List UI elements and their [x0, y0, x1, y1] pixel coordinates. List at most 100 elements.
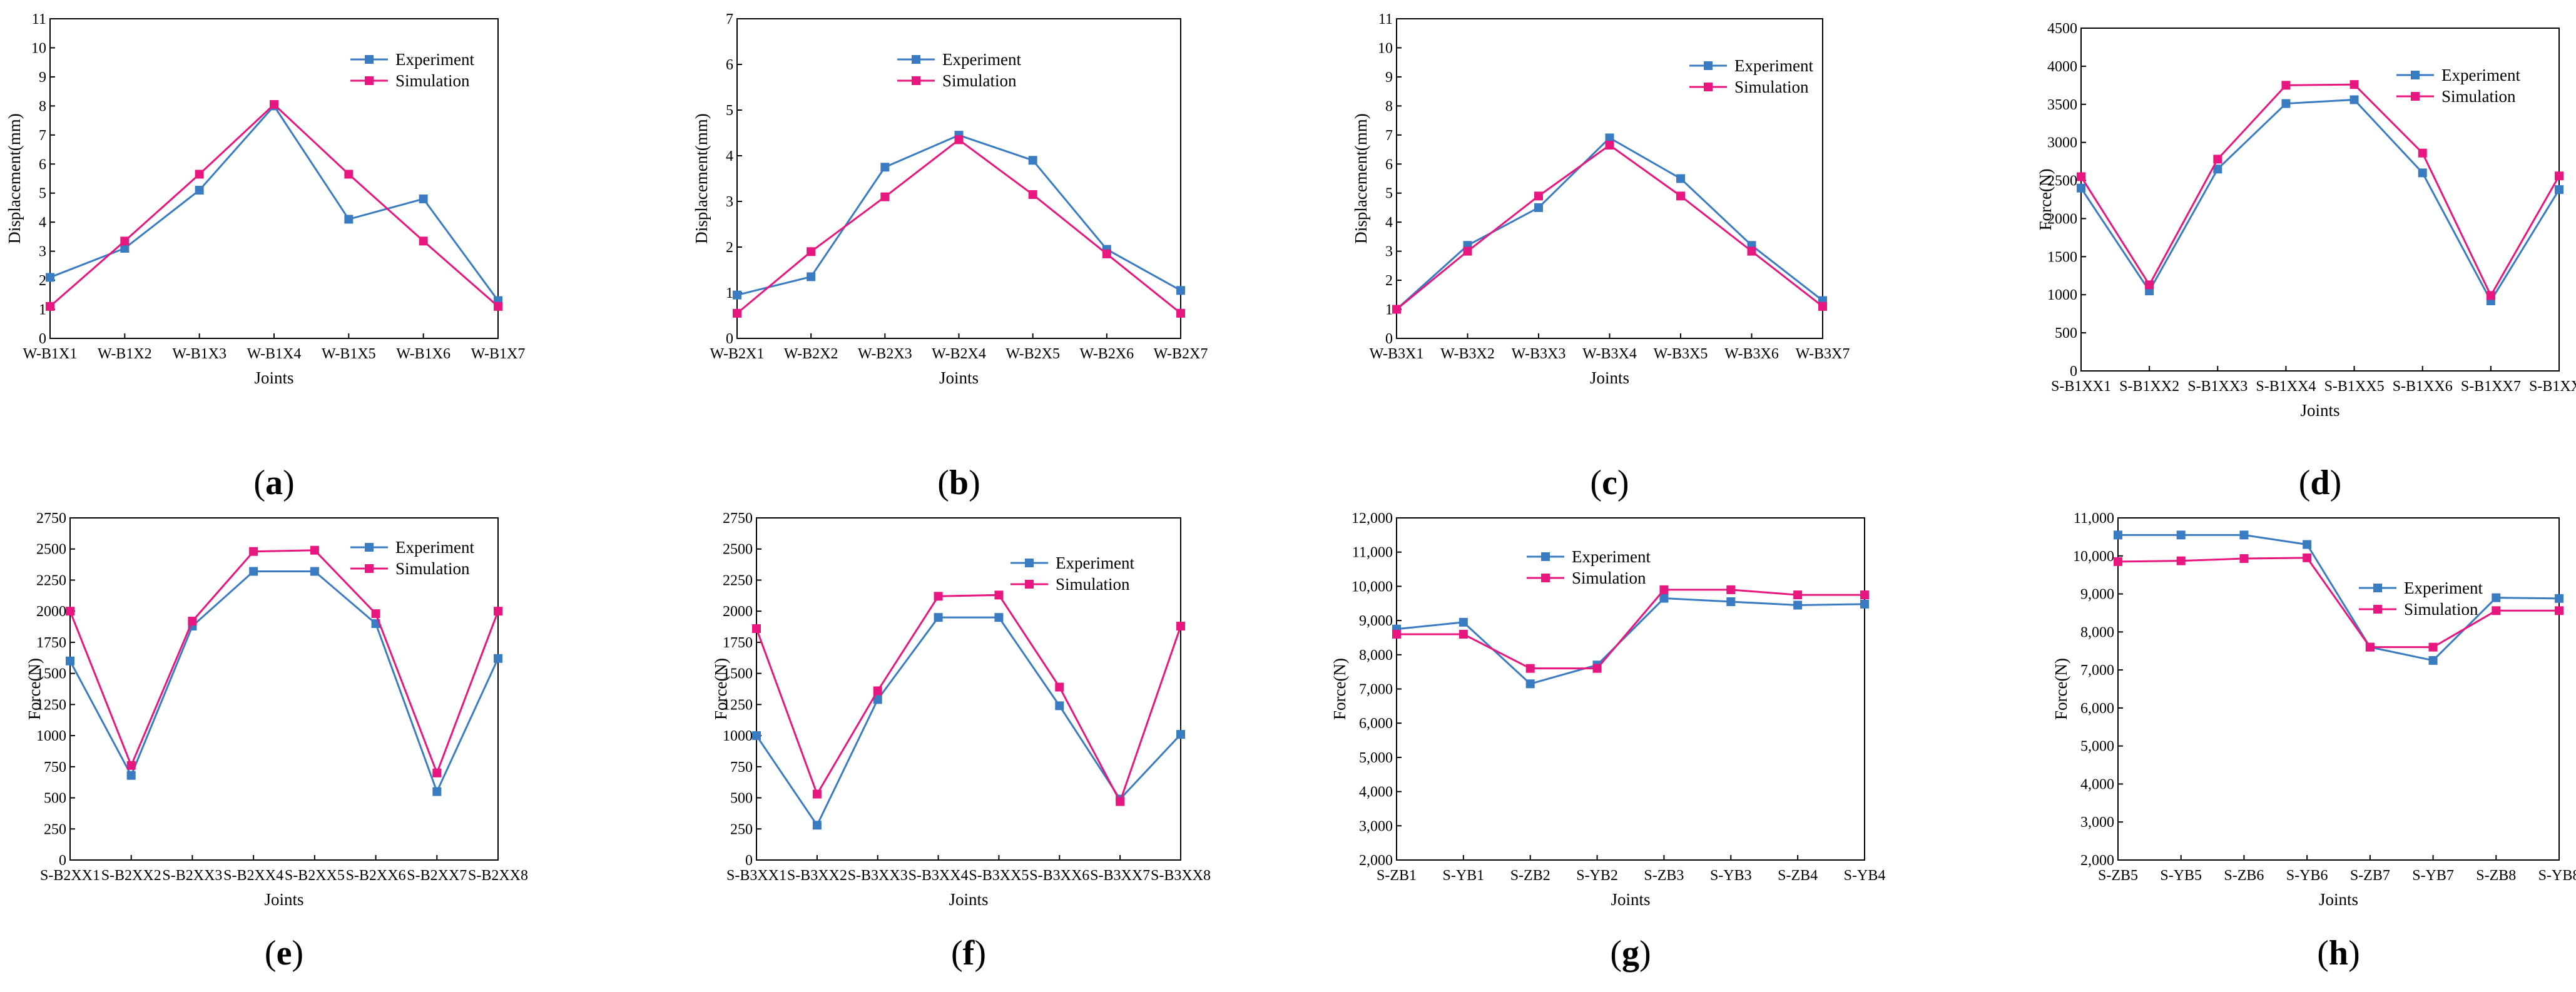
x-tick-label: W-B1X1: [23, 346, 78, 362]
legend-marker-experiment: [2373, 584, 2382, 592]
series-line-experiment: [69, 570, 499, 794]
data-point-simulation: [2418, 148, 2427, 158]
data-point-simulation: [120, 236, 130, 246]
data-point-simulation: [880, 192, 890, 201]
y-tick-label: 10,000: [2073, 549, 2114, 565]
data-point-experiment: [126, 771, 136, 780]
y-tick-label: 1000: [36, 728, 66, 744]
data-point-experiment: [310, 567, 319, 576]
y-tick-label: 2750: [723, 510, 753, 527]
chart-b: 0 1 2 3 4 5 6 7 W-B2X1 W-B2X2 W-B2X3 W-B2X4 W-B2X5 W-…: [692, 11, 1208, 502]
x-tick-label: S-YB3: [1710, 868, 1752, 884]
y-tick-label: 1750: [723, 635, 753, 651]
data-point-experiment: [1534, 203, 1543, 212]
y-tick-label: 3,000: [2080, 814, 2114, 831]
legend-label-simulation: Simulation: [2404, 600, 2478, 619]
data-point-experiment: [46, 273, 54, 282]
legend-marker-experiment: [1541, 552, 1550, 561]
x-tick-label: S-B1XX6: [2393, 378, 2453, 395]
x-tick-label: S-YB2: [1576, 868, 1618, 884]
x-tick-label: W-B3X1: [1370, 346, 1424, 362]
panel-caption: (g): [1610, 934, 1651, 973]
y-tick-label: 11: [1378, 11, 1393, 28]
y-tick-label: 2000: [36, 604, 66, 620]
data-point-simulation: [1818, 301, 1827, 311]
caption-open-paren: (: [2317, 934, 2329, 973]
data-point-simulation: [2555, 171, 2563, 181]
x-axis-label: Joints: [2319, 890, 2358, 909]
data-point-simulation: [310, 545, 319, 555]
y-tick-label: 3: [1385, 244, 1393, 260]
y-axis-label: Force(N): [2052, 658, 2070, 720]
y-tick-label: 1000: [2047, 287, 2077, 303]
data-point-simulation: [2239, 554, 2249, 564]
legend-label-simulation: Simulation: [2441, 87, 2516, 106]
y-tick-label: 5: [726, 103, 733, 119]
data-point-experiment: [2418, 168, 2427, 178]
y-tick-label: 500: [44, 791, 66, 807]
x-tick-label: S-YB6: [2286, 868, 2328, 884]
x-tick-label: W-B2X1: [710, 346, 765, 362]
y-tick-label: 2500: [723, 542, 753, 558]
data-point-simulation: [2486, 291, 2495, 300]
data-point-experiment: [1793, 600, 1803, 610]
y-tick-label: 1: [39, 302, 46, 318]
data-point-simulation: [344, 170, 354, 179]
series-line-simulation: [69, 549, 499, 776]
x-tick-label: W-B3X3: [1512, 346, 1566, 362]
y-tick-label: 2250: [723, 572, 753, 589]
series-line-simulation: [755, 594, 1182, 804]
y-tick-label: 6: [1385, 156, 1393, 173]
data-point-experiment: [2349, 95, 2359, 104]
x-axis-label: Joints: [264, 890, 303, 909]
y-tick-label: 4500: [2047, 21, 2077, 37]
data-point-experiment: [344, 215, 354, 224]
legend-label-simulation: Simulation: [1572, 569, 1646, 587]
x-tick-label: S-ZB1: [1377, 868, 1417, 884]
x-tick-label: S-YB4: [1844, 868, 1886, 884]
series-line-simulation: [1396, 144, 1823, 310]
x-tick-label: S-B2XX5: [285, 868, 345, 884]
y-tick-label: 11,000: [2074, 510, 2114, 527]
data-point-experiment: [2555, 594, 2563, 603]
x-tick-label: W-B1X7: [471, 346, 526, 362]
y-tick-label: 2,000: [1359, 853, 1393, 869]
legend-label-simulation: Simulation: [1056, 575, 1130, 594]
caption-open-paren: (: [265, 934, 277, 973]
y-tick-label: 0: [745, 853, 753, 869]
data-point-experiment: [2077, 183, 2085, 193]
x-tick-label: S-ZB7: [2350, 868, 2390, 884]
y-tick-label: 0: [726, 331, 733, 347]
data-point-simulation: [195, 170, 204, 179]
y-tick-label: 3000: [2047, 135, 2077, 151]
y-tick-label: 2500: [2047, 173, 2077, 190]
legend-label-experiment: Experiment: [1734, 56, 1813, 75]
series-line-experiment: [2080, 98, 2560, 303]
data-point-simulation: [1659, 585, 1669, 594]
y-tick-label: 0: [59, 853, 66, 869]
x-tick-label: S-B1XX2: [2119, 378, 2179, 395]
x-tick-label: S-B2XX7: [407, 868, 467, 884]
x-tick-label: S-B1XX3: [2187, 378, 2248, 395]
data-point-simulation: [873, 686, 882, 696]
y-tick-label: 4,000: [2080, 776, 2114, 792]
y-tick-label: 1: [1385, 302, 1393, 318]
y-tick-label: 1250: [36, 697, 66, 713]
y-tick-label: 2500: [36, 542, 66, 558]
chart-g: 2,000 3,000 4,000 5,000 6,000 7,000 8,000 9,000…: [1330, 510, 1885, 973]
x-tick-label: W-B3X7: [1796, 346, 1850, 362]
data-point-simulation: [1525, 664, 1535, 673]
x-tick-label: S-YB1: [1443, 868, 1485, 884]
data-point-simulation: [494, 607, 502, 616]
y-tick-label: 5: [39, 186, 46, 202]
y-axis-label: Force(N): [2036, 169, 2055, 231]
data-point-experiment: [733, 290, 741, 300]
legend-label-simulation: Simulation: [395, 559, 470, 578]
y-tick-label: 8,000: [1359, 647, 1393, 664]
y-tick-label: 11: [32, 11, 46, 28]
x-tick-label: S-B2XX8: [468, 868, 528, 884]
caption-close-paren: ): [974, 934, 986, 973]
x-tick-label: S-B3XX3: [848, 868, 908, 884]
x-axis-label: Joints: [939, 368, 979, 387]
x-tick-label: S-YB5: [2160, 868, 2202, 884]
